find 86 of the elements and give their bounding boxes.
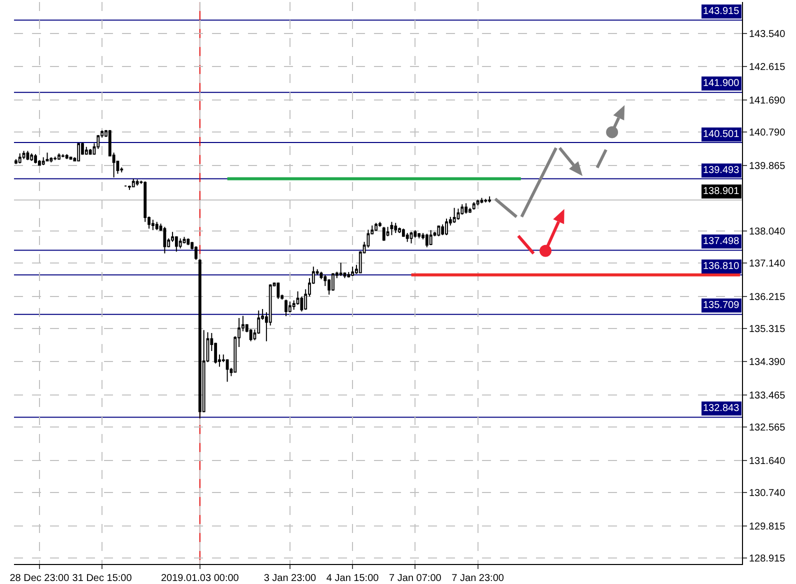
y-tick-label: 133.465	[749, 390, 786, 402]
candlestick	[288, 300, 292, 313]
candlestick	[61, 154, 64, 158]
candlestick	[163, 226, 166, 254]
y-tick-label: 138.040	[749, 226, 786, 238]
ref-line-label: 137.498	[703, 236, 740, 247]
candlestick	[174, 236, 178, 252]
y-tick-label: 137.140	[749, 258, 786, 270]
candlestick	[445, 218, 448, 236]
y-tick-label: 131.640	[749, 456, 786, 467]
candlestick	[54, 156, 57, 161]
y-tick-label: 141.690	[749, 95, 786, 106]
y-tick-label: 129.815	[749, 521, 786, 532]
candlestick	[26, 150, 30, 161]
candlestick	[378, 221, 382, 228]
y-tick-label: 134.390	[749, 357, 786, 368]
y-tick-label: 140.790	[749, 128, 786, 139]
candlestick	[155, 221, 158, 231]
candlestick	[386, 226, 390, 237]
ref-line-label: 143.915	[703, 6, 740, 17]
ref-line-label: 136.810	[703, 261, 740, 272]
candlestick	[65, 154, 68, 160]
candlestick	[22, 150, 26, 160]
candlestick	[132, 178, 135, 188]
candlestick	[351, 266, 354, 276]
candlestick	[425, 233, 428, 248]
candlestick	[186, 238, 190, 246]
candlestick	[46, 152, 49, 162]
y-tick-label: 136.215	[749, 292, 786, 303]
y-tick-label: 139.865	[749, 160, 786, 172]
y-tick-label: 135.315	[749, 324, 786, 336]
candlestick	[136, 179, 139, 186]
candlestick	[394, 222, 398, 234]
x-tick-label: 7 Jan 23:00	[452, 573, 504, 584]
candlestick	[460, 204, 464, 216]
candlestick	[226, 358, 229, 382]
candlestick	[50, 156, 53, 163]
candlestick	[468, 207, 472, 213]
candlestick	[429, 230, 432, 246]
candlestick	[198, 258, 202, 419]
candlestick	[276, 282, 280, 300]
x-tick-label: 4 Jan 15:00	[326, 573, 380, 584]
candlestick	[332, 272, 334, 292]
y-tick-label: 128.915	[749, 554, 786, 565]
candlestick	[472, 202, 476, 210]
candlestick	[58, 152, 60, 160]
ref-line-label: 141.900	[703, 78, 740, 89]
candlestick	[456, 208, 460, 220]
candlestick	[284, 299, 288, 317]
x-tick-label: 2019.01.03 00:00	[160, 573, 240, 584]
candlestick	[488, 196, 492, 203]
candlestick	[151, 219, 154, 231]
x-tick-label: 31 Dec 15:00	[72, 573, 132, 584]
x-tick-label: 3 Jan 23:00	[264, 573, 317, 584]
y-tick-label: 142.615	[749, 62, 786, 74]
candlestick	[30, 152, 34, 162]
y-tick-label: 132.565	[749, 422, 786, 434]
candlestick	[84, 146, 88, 156]
candlestick	[418, 233, 421, 239]
candlestick	[77, 142, 80, 162]
candlestick	[484, 198, 488, 203]
candlestick	[406, 232, 409, 242]
candlestick	[18, 152, 22, 164]
candlestick	[437, 224, 440, 237]
candlestick	[452, 207, 456, 224]
x-tick-label: 28 Dec 23:00	[10, 573, 70, 584]
ref-line-label: 140.501	[703, 129, 740, 140]
candlestick	[476, 199, 480, 206]
ref-line-label: 138.901	[703, 186, 740, 197]
candlestick	[339, 262, 342, 277]
candlestick	[374, 222, 378, 232]
candlestick	[390, 221, 394, 236]
ref-line-label: 135.709	[703, 300, 740, 311]
ref-line-label: 132.843	[703, 403, 740, 414]
candlestick	[464, 202, 468, 214]
candlestick	[194, 246, 198, 260]
candlestick	[42, 156, 45, 166]
ref-line-label: 139.493	[703, 165, 740, 176]
candlestick	[382, 226, 386, 242]
candlestick	[410, 231, 413, 244]
y-tick-label: 143.540	[749, 29, 786, 40]
y-tick-label: 130.740	[749, 488, 786, 500]
candlestick	[34, 154, 37, 164]
candlestick	[178, 238, 182, 249]
x-tick-label: 7 Jan 07:00	[389, 573, 442, 584]
candlestick	[398, 227, 401, 234]
